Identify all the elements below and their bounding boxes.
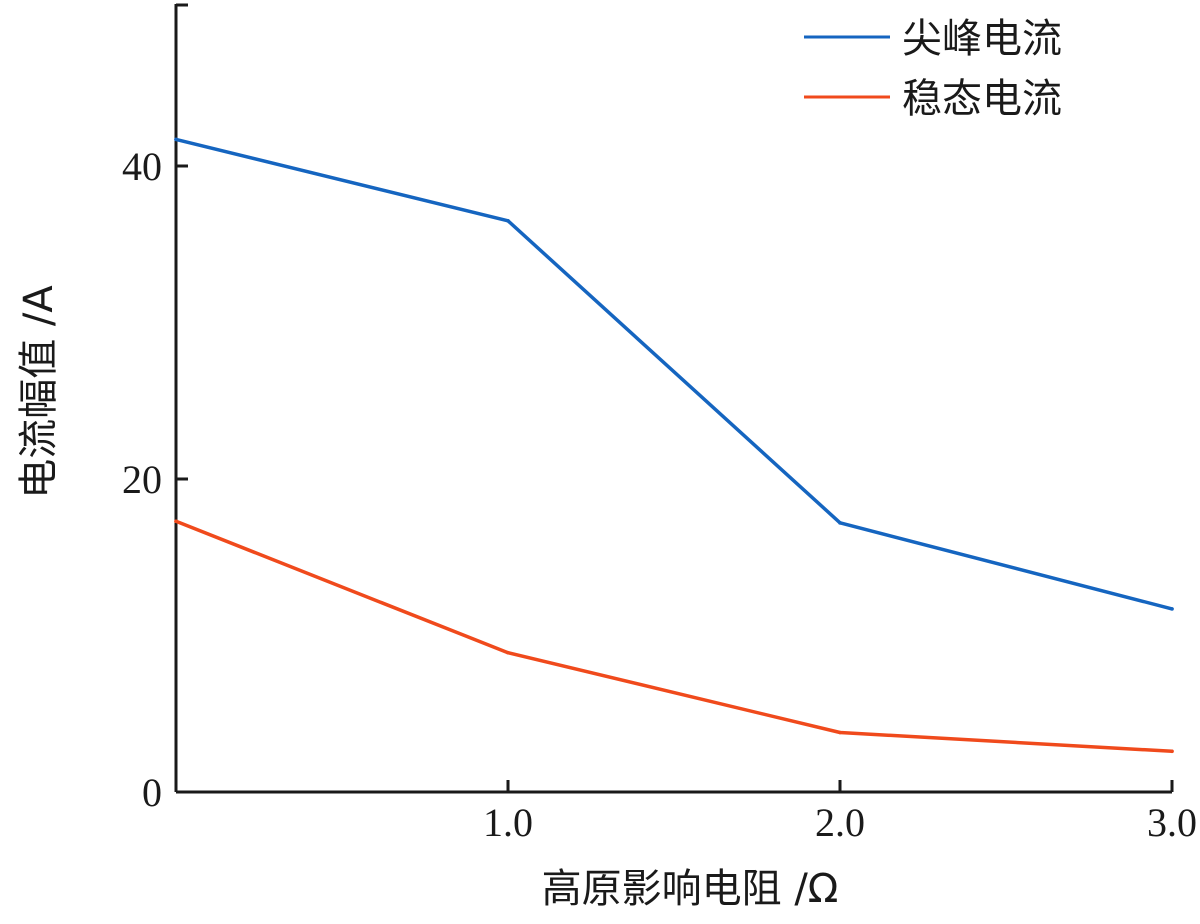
legend-label-spike-current: 尖峰电流 [902,16,1062,62]
legend: 尖峰电流 稳态电流 [804,16,1062,122]
steady-current-point [174,519,178,524]
legend-label-steady-current: 稳态电流 [902,76,1062,122]
axes [174,3,1172,794]
x-tick-label: 2.0 [815,800,865,845]
spike-current-point [1170,607,1174,611]
x-tick-label: 1.0 [483,800,533,845]
steady-current-point [838,730,842,735]
series-line-steady-current [174,519,1174,754]
steady-current-point [506,650,510,655]
x-tick-label: 3.0 [1147,800,1197,845]
series-line-spike-current [174,137,1174,611]
spike-current-point [838,521,842,525]
spike-current-point [174,137,178,142]
spike-current-point [506,218,510,223]
y-tick-label: 40 [122,144,162,189]
steady-current-point [1170,749,1174,754]
y-tick-label: 20 [122,457,162,502]
y-axis-title: 电流幅值 /A [16,285,62,499]
ticks: 1.0 2.0 3.0 0 20 40 [122,144,1197,845]
y-tick-label: 0 [142,770,162,815]
x-axis-title: 高原影响电阻 /Ω [542,866,839,912]
series-layer [174,137,1174,754]
